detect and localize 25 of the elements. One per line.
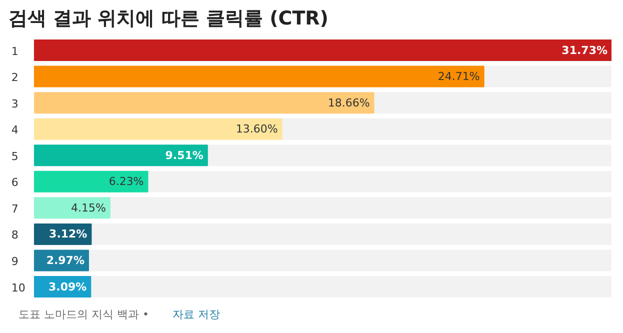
data-label: 9.51%	[165, 148, 204, 162]
text: 도표 노마드의 지식 백과 •	[18, 308, 149, 321]
bar	[34, 170, 148, 192]
y-tick-label: 6	[11, 176, 18, 190]
data-label: 6.23%	[108, 175, 144, 188]
y-tick-label: 3	[11, 97, 18, 110]
data-label: 13.60%	[236, 122, 278, 136]
y-tick-label: 5	[11, 150, 18, 163]
data-label: 24.71%	[438, 70, 480, 84]
data-label: 3.09%	[48, 280, 87, 294]
data-label: 18.66%	[328, 96, 370, 110]
data-label: 4.15%	[70, 201, 106, 214]
data-label: 3.12%	[49, 228, 88, 241]
y-tick-label: 1	[11, 44, 18, 58]
y-tick-label: 7	[11, 202, 18, 216]
text: 자료 저장	[172, 308, 220, 321]
y-tick-label: 2	[11, 71, 18, 84]
data-label: 2.97%	[46, 254, 84, 267]
y-tick-label: 8	[11, 228, 18, 242]
y-tick-label: 9	[11, 254, 18, 268]
bar	[34, 197, 110, 219]
data-label: 31.73%	[562, 44, 608, 57]
chart-title: 검색 결과 위치에 따른 클릭률 (CTR)	[8, 8, 328, 30]
y-tick-label: 10	[11, 281, 26, 294]
y-tick-label: 4	[11, 124, 18, 137]
